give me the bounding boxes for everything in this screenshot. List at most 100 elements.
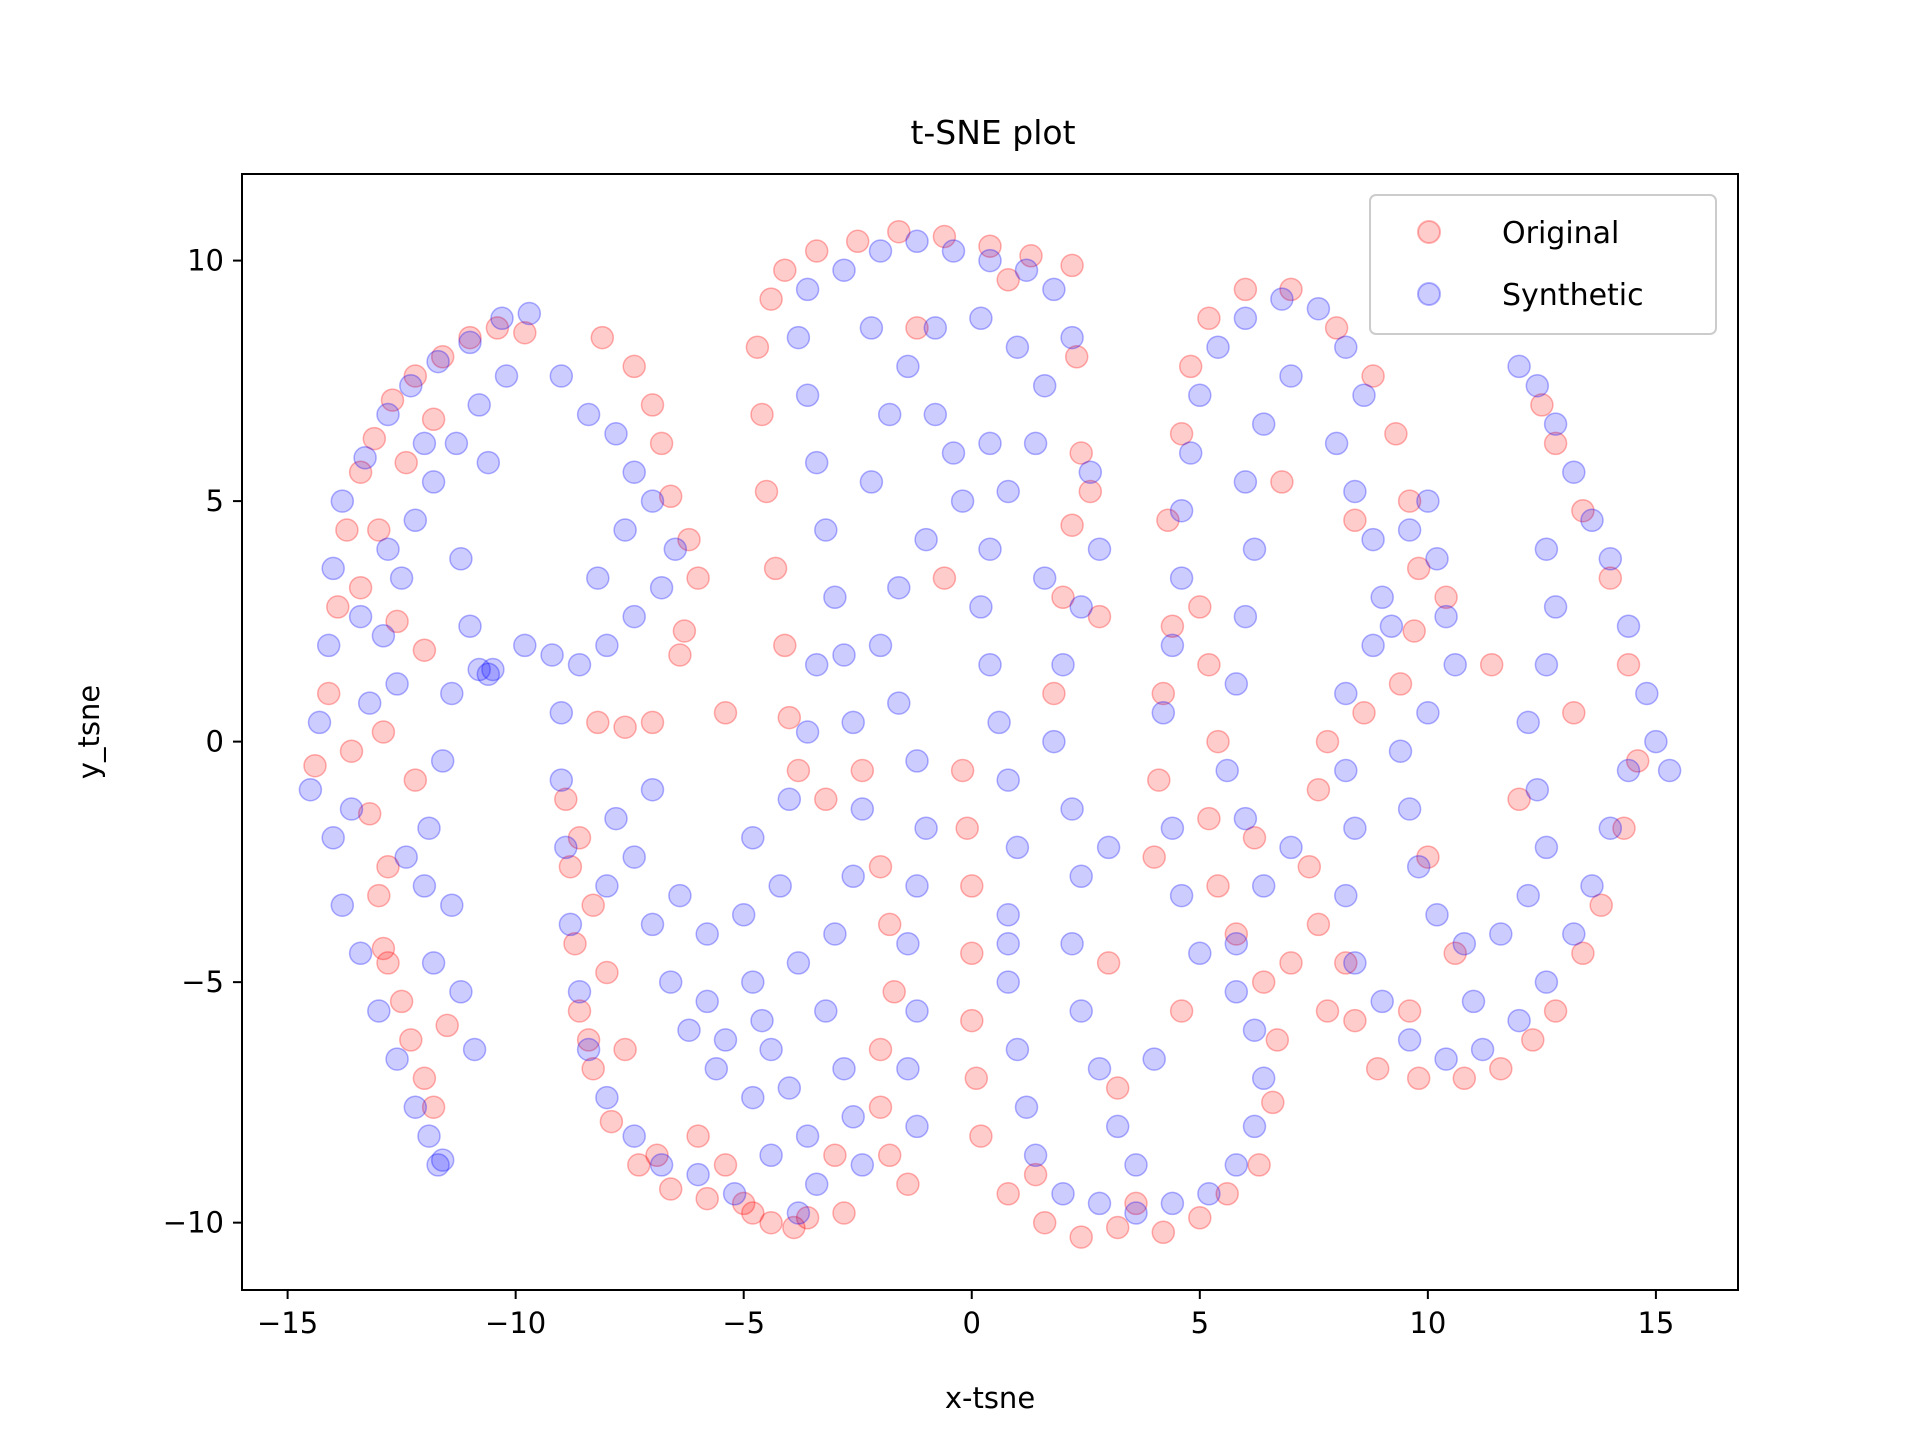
point-original-29 xyxy=(339,739,364,763)
point-synthetic-195 xyxy=(1233,470,1258,494)
point-synthetic-12 xyxy=(321,826,345,850)
point-synthetic-229 xyxy=(1543,412,1568,436)
point-original-6 xyxy=(380,388,405,412)
point-original-139 xyxy=(1521,1028,1545,1052)
point-original-144 xyxy=(1625,749,1650,773)
point-synthetic-247 xyxy=(1434,604,1458,629)
point-synthetic-161 xyxy=(1242,1114,1267,1139)
point-original-164 xyxy=(595,960,619,985)
point-original-116 xyxy=(1169,422,1194,446)
point-original-157 xyxy=(1124,1191,1148,1216)
point-synthetic-191 xyxy=(1352,383,1376,408)
point-original-161 xyxy=(713,1153,738,1177)
point-original-111 xyxy=(1160,614,1185,638)
point-synthetic-76 xyxy=(677,1018,701,1042)
point-original-180 xyxy=(1434,585,1458,610)
point-synthetic-94 xyxy=(795,720,820,744)
point-original-61 xyxy=(763,556,788,581)
point-original-163 xyxy=(613,1037,637,1062)
point-original-124 xyxy=(1397,489,1422,513)
point-original-30 xyxy=(412,638,437,662)
point-synthetic-99 xyxy=(841,1105,865,1129)
point-synthetic-92 xyxy=(768,874,792,898)
point-original-60 xyxy=(754,479,779,504)
point-original-103 xyxy=(1265,1028,1290,1052)
point-synthetic-234 xyxy=(1406,854,1431,879)
point-synthetic-226 xyxy=(1598,547,1623,571)
point-original-37 xyxy=(627,1153,651,1177)
point-original-26 xyxy=(376,854,400,879)
point-original-7 xyxy=(403,364,428,388)
point-synthetic-163 xyxy=(1242,1018,1267,1042)
point-original-65 xyxy=(773,258,797,282)
point-original-76 xyxy=(1051,585,1075,610)
point-original-4 xyxy=(348,460,373,484)
point-synthetic-165 xyxy=(1188,941,1212,966)
point-original-23 xyxy=(394,450,418,475)
point-synthetic-43 xyxy=(394,845,418,869)
point-synthetic-49 xyxy=(549,701,574,725)
point-synthetic-166 xyxy=(1169,883,1194,908)
point-original-19 xyxy=(385,609,409,634)
point-synthetic-34 xyxy=(440,681,464,706)
point-original-159 xyxy=(896,1172,920,1196)
point-original-20 xyxy=(371,720,396,744)
point-synthetic-151 xyxy=(996,970,1020,994)
point-synthetic-236 xyxy=(1452,931,1477,956)
point-original-91 xyxy=(960,1008,984,1033)
point-synthetic-190 xyxy=(1334,335,1358,359)
point-synthetic-192 xyxy=(1224,672,1249,696)
point-synthetic-162 xyxy=(1251,1066,1276,1091)
point-original-31 xyxy=(554,787,578,812)
point-synthetic-238 xyxy=(1516,883,1540,908)
point-synthetic-66 xyxy=(622,460,646,484)
point-synthetic-193 xyxy=(1233,604,1258,629)
point-synthetic-32 xyxy=(467,657,491,682)
point-synthetic-30 xyxy=(449,547,473,571)
point-original-90 xyxy=(960,941,984,966)
point-synthetic-14 xyxy=(348,941,373,966)
point-synthetic-170 xyxy=(1069,864,1093,889)
point-synthetic-249 xyxy=(1416,701,1440,725)
point-synthetic-131 xyxy=(905,874,929,898)
point-original-66 xyxy=(804,239,829,263)
point-original-25 xyxy=(348,575,373,600)
point-synthetic-200 xyxy=(1361,527,1385,552)
y-tick-label: −5 xyxy=(181,965,224,999)
point-synthetic-171 xyxy=(1060,931,1084,956)
point-synthetic-98 xyxy=(832,1056,856,1081)
point-synthetic-218 xyxy=(1562,922,1586,946)
point-synthetic-245 xyxy=(1416,489,1440,513)
point-synthetic-126 xyxy=(887,575,911,600)
point-synthetic-47 xyxy=(412,431,437,456)
point-original-39 xyxy=(695,1186,719,1211)
point-synthetic-121 xyxy=(896,354,920,379)
point-original-32 xyxy=(558,854,583,879)
point-original-85 xyxy=(832,1201,856,1225)
point-original-50 xyxy=(649,431,674,456)
point-synthetic-262 xyxy=(1279,835,1303,860)
point-original-105 xyxy=(1224,922,1249,946)
point-original-59 xyxy=(750,402,774,427)
point-synthetic-2 xyxy=(316,633,341,658)
point-synthetic-250 xyxy=(1379,614,1404,638)
point-synthetic-84 xyxy=(741,826,765,850)
point-synthetic-135 xyxy=(905,1114,929,1139)
point-original-3 xyxy=(335,518,359,542)
chart-title: t-SNE plot xyxy=(910,113,1075,152)
point-original-43 xyxy=(586,710,610,735)
y-axis-ticks: −10 −5 0 5 10 xyxy=(163,244,242,1240)
point-synthetic-179 xyxy=(1078,460,1103,484)
point-synthetic-62 xyxy=(622,604,646,629)
point-synthetic-77 xyxy=(704,1056,729,1081)
point-original-119 xyxy=(1233,277,1258,302)
point-synthetic-65 xyxy=(640,489,665,513)
point-synthetic-53 xyxy=(567,980,592,1004)
point-synthetic-137 xyxy=(877,402,902,427)
point-original-153 xyxy=(1397,999,1422,1023)
point-synthetic-42 xyxy=(348,604,373,629)
point-synthetic-129 xyxy=(905,749,929,773)
point-original-176 xyxy=(1105,1076,1130,1100)
point-original-2 xyxy=(326,595,350,619)
point-original-34 xyxy=(567,999,592,1023)
